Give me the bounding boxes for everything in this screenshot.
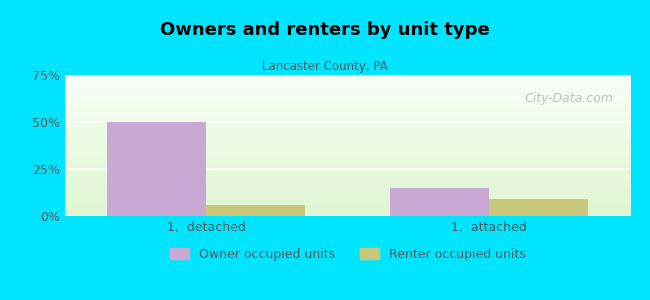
Bar: [489, 199, 588, 216]
Bar: [107, 122, 207, 216]
Text: Lancaster County, PA: Lancaster County, PA: [262, 60, 388, 73]
Bar: [390, 188, 489, 216]
Text: City-Data.com: City-Data.com: [525, 92, 614, 105]
Legend: Owner occupied units, Renter occupied units: Owner occupied units, Renter occupied un…: [165, 243, 530, 266]
Text: Owners and renters by unit type: Owners and renters by unit type: [160, 21, 490, 39]
Bar: [207, 205, 306, 216]
